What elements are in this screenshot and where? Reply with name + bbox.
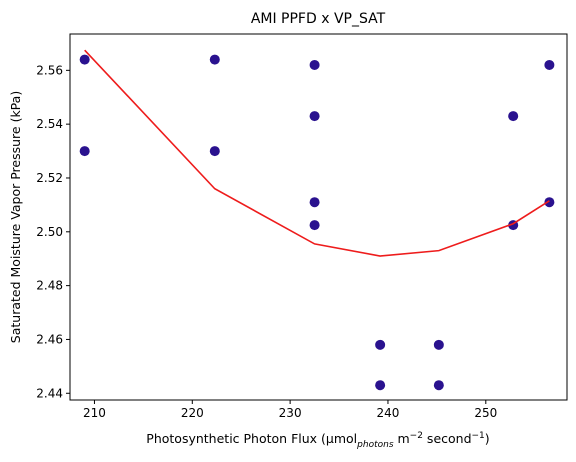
- scatter-point: [209, 146, 220, 157]
- scatter-point: [209, 54, 220, 65]
- x-axis-label: Photosynthetic Photon Flux (µmolphotons …: [146, 431, 489, 450]
- x-tick-label: 210: [83, 406, 106, 420]
- scatter-point: [375, 339, 386, 350]
- x-tick-label: 240: [377, 406, 400, 420]
- y-axis: 2.44 2.46 2.48 2.50 2.52 2.54 2.56: [36, 63, 70, 400]
- scatter-point: [309, 59, 320, 70]
- y-tick-label: 2.56: [36, 63, 63, 77]
- plot-frame: [69, 33, 568, 401]
- trend-line: [84, 49, 550, 257]
- scatter-point: [508, 111, 519, 122]
- y-tick-label: 2.46: [36, 332, 63, 346]
- scatter-point: [309, 197, 320, 208]
- x-axis-label-main: Photosynthetic Photon Flux (µmol: [146, 431, 357, 446]
- y-tick-label: 2.50: [36, 225, 63, 239]
- y-tick-label: 2.52: [36, 171, 63, 185]
- y-tick-label: 2.48: [36, 279, 63, 293]
- y-tick-label: 2.44: [36, 386, 63, 400]
- scatter-point: [544, 59, 555, 70]
- scatter-point: [309, 220, 320, 231]
- scatter-point: [79, 146, 90, 157]
- scatter-point: [79, 54, 90, 65]
- y-axis-label: Saturated Moisture Vapor Pressure (kPa): [8, 91, 23, 343]
- x-axis-label-subscript: photons: [356, 440, 394, 450]
- x-tick-label: 250: [474, 406, 497, 420]
- x-tick-label: 230: [279, 406, 302, 420]
- scatter-point: [309, 111, 320, 122]
- x-axis-label-superscript1: −2: [410, 431, 423, 441]
- scatter-point: [433, 380, 444, 391]
- x-tick-label: 220: [181, 406, 204, 420]
- chart-title: AMI PPFD x VP_SAT: [251, 11, 386, 27]
- scatter-point: [544, 197, 555, 208]
- scatter-point: [375, 380, 386, 391]
- x-axis-label-unit1: m: [394, 431, 410, 446]
- x-axis: 210 220 230 240 250: [83, 400, 497, 420]
- x-axis-label-superscript2: −1: [472, 431, 485, 441]
- x-axis-label-unit2: second: [423, 431, 472, 446]
- plot-marks: [79, 49, 555, 391]
- y-tick-label: 2.54: [36, 117, 63, 131]
- x-axis-label-close: ): [485, 431, 490, 446]
- scatter-point: [433, 339, 444, 350]
